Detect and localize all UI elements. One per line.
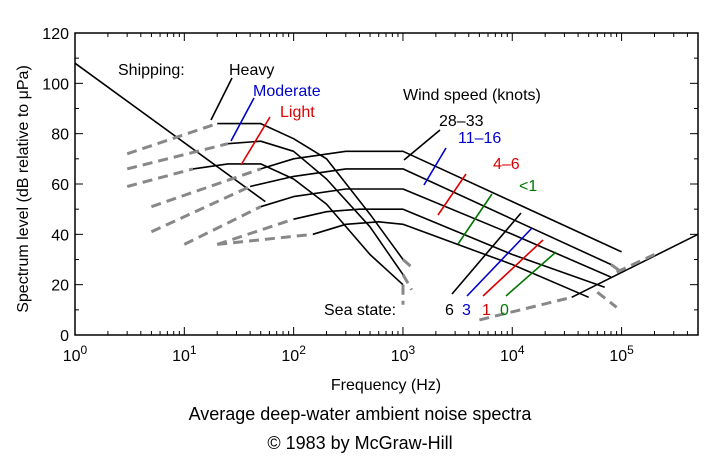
- series-line: [260, 188, 612, 278]
- x-tick-label: 102: [281, 343, 306, 365]
- extrapolated-segment: [596, 291, 618, 309]
- heavy-label: Heavy: [229, 62, 274, 79]
- extrapolated-segment: [402, 258, 413, 269]
- wind-lt1-label: <1: [519, 178, 537, 195]
- series-line: [192, 163, 404, 286]
- y-tick-label: 60: [51, 177, 69, 194]
- wind-11-16-pointer: [423, 147, 447, 186]
- x-tick-label: 105: [609, 343, 634, 365]
- series-line: [74, 62, 266, 203]
- extrapolated-segment: [126, 142, 229, 171]
- x-tick-label: 104: [500, 343, 525, 365]
- heavy-pointer: [210, 77, 233, 121]
- extrapolated-segment: [150, 167, 262, 209]
- moderate-pointer: [230, 97, 255, 142]
- extrapolated-segment: [126, 167, 194, 188]
- sea-state-label: Sea state:: [324, 302, 396, 319]
- y-tick-label: 20: [51, 278, 69, 295]
- sea-state-0: 0: [500, 302, 509, 319]
- extrapolated-segment: [479, 295, 573, 322]
- x-tick-label: 100: [63, 343, 88, 365]
- series-line: [293, 208, 605, 288]
- light-label: Light: [280, 104, 315, 121]
- y-tick-label: 100: [42, 76, 69, 93]
- y-axis-label: Spectrum level (dB relative to μPa): [15, 65, 32, 313]
- sea-state-0-pointer: [505, 251, 557, 297]
- series-line: [249, 168, 612, 266]
- wind-speed-label: Wind speed (knots): [403, 87, 541, 104]
- y-tick-label: 120: [42, 26, 69, 43]
- x-tick-label: 101: [172, 343, 197, 365]
- sea-state-1-pointer: [482, 239, 544, 297]
- wind-4-6-pointer: [437, 173, 467, 216]
- light-pointer: [240, 116, 271, 166]
- chart-subtitle: © 1983 by McGraw-Hill: [267, 433, 452, 453]
- sea-state-3: 3: [462, 302, 471, 319]
- series-group: [74, 62, 699, 322]
- x-tick-label: 103: [391, 343, 416, 365]
- extrapolated-segment: [216, 217, 295, 246]
- series-line: [571, 233, 699, 299]
- sea-state-1: 1: [482, 302, 491, 319]
- extrapolated-segment: [401, 273, 413, 291]
- series-line: [227, 140, 404, 276]
- wind-lt1-pointer: [457, 193, 493, 245]
- wind-28-33-pointer: [403, 129, 441, 161]
- shipping-label: Shipping:: [118, 62, 185, 79]
- y-tick-label: 0: [60, 328, 69, 345]
- wind-11-16-label: 11–16: [458, 130, 501, 147]
- extrapolated-segment: [126, 122, 218, 156]
- label-pointers: [210, 77, 557, 297]
- sea-state-6-pointer: [451, 212, 522, 295]
- wind-28-33-label: 28–33: [439, 113, 484, 130]
- extrapolated-segment: [150, 185, 251, 234]
- wind-4-6-label: 4–6: [493, 156, 520, 173]
- extrapolated-segment: [183, 205, 262, 246]
- x-axis-label: Frequency (Hz): [331, 377, 441, 394]
- chart-title: Average deep-water ambient noise spectra: [189, 404, 533, 424]
- sea-state-6: 6: [445, 302, 454, 319]
- sea-state-3-pointer: [466, 227, 533, 297]
- extrapolated-segment: [217, 232, 314, 246]
- moderate-label: Moderate: [253, 83, 321, 100]
- extrapolated-segment: [610, 263, 623, 274]
- y-tick-label: 80: [51, 127, 69, 144]
- y-tick-label: 40: [51, 227, 69, 244]
- extrapolated-segment: [615, 253, 656, 274]
- series-line: [260, 150, 622, 253]
- series-line: [312, 221, 590, 299]
